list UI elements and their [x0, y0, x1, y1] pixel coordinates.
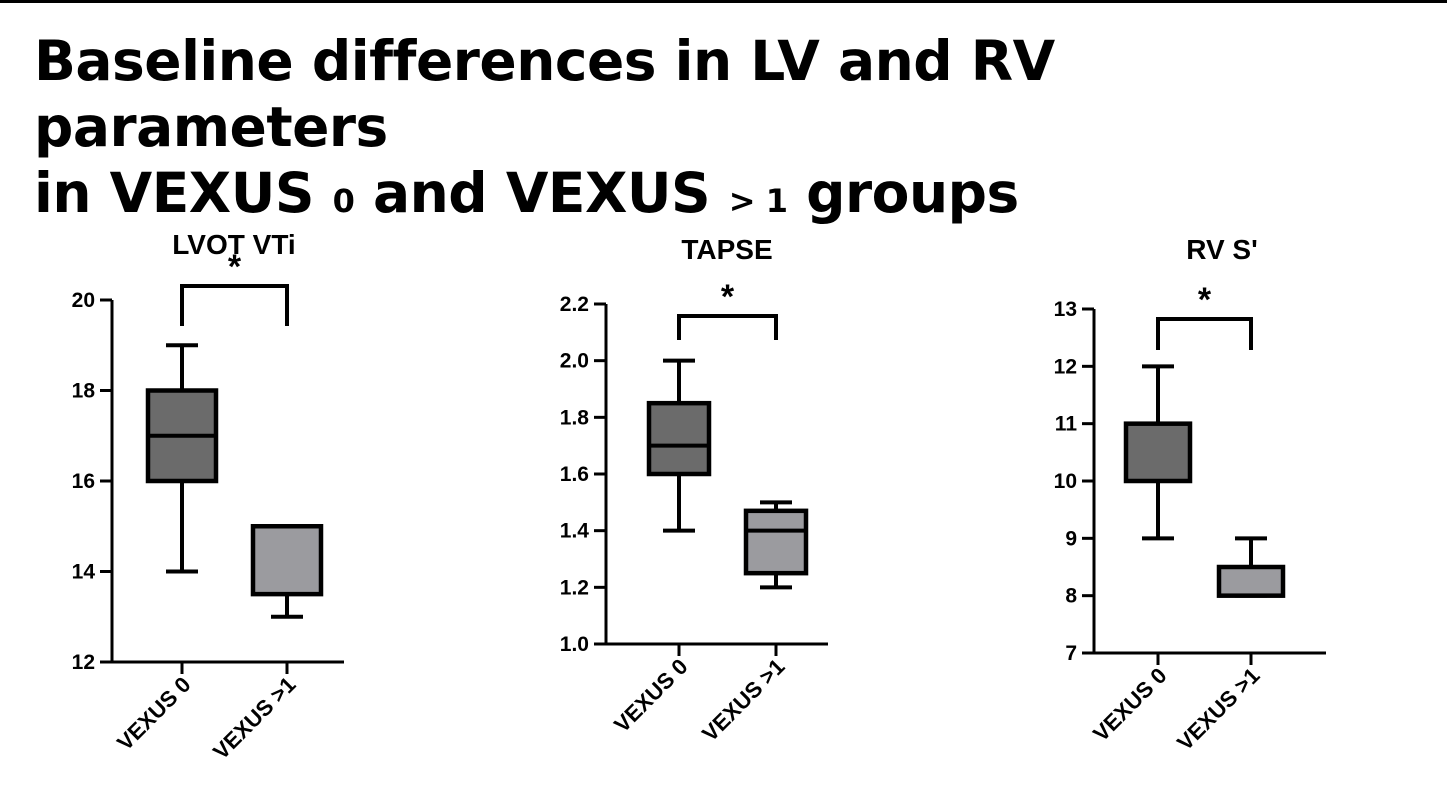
significance-bracket [180, 284, 289, 326]
iqr-box [743, 508, 809, 576]
x-tick-label: VEXUS >1 [1172, 663, 1264, 755]
slide-title-line2-c: groups [787, 161, 1019, 225]
box-vexus-gt1 [1216, 536, 1286, 598]
iqr-box [250, 524, 324, 597]
y-tick-label: 1.8 [560, 406, 590, 429]
chart-title: TAPSE [681, 234, 772, 265]
y-tick-label: 1.6 [560, 463, 589, 486]
slide-title-sub2: > 1 [728, 182, 788, 220]
x-tick-label: VEXUS 0 [1088, 663, 1171, 746]
y-tick-label: 12 [1054, 355, 1077, 378]
chart-panel-2: TAPSE 1.0 1.2 1.4 1.6 1.8 2.0 2.2 VEXUS 0 VEXUS >… [560, 234, 828, 746]
slide-title-line1: Baseline differences in LV and RV parame… [34, 29, 1055, 159]
slide-title-line2-a: in VEXUS [34, 161, 333, 225]
chart-panel-3: RV S' 7 8 9 10 11 12 13 VEXUS 0 VEXUS >1 * [1054, 234, 1326, 755]
slide-title-sub1: 0 [332, 182, 355, 220]
y-tick-label: 8 [1065, 585, 1077, 608]
significance-star: * [721, 278, 735, 316]
y-tick-label: 16 [72, 470, 95, 493]
box-vexus-0 [1123, 364, 1193, 541]
y-tick-label: 1.2 [560, 576, 589, 599]
slide-title: Baseline differences in LV and RV parame… [34, 28, 1414, 234]
x-tick-label: VEXUS >1 [208, 672, 300, 764]
iqr-box [646, 400, 712, 477]
significance-bracket [677, 314, 778, 340]
iqr-box [1216, 564, 1286, 598]
y-tick-label: 11 [1055, 413, 1078, 436]
top-border [0, 0, 1447, 3]
box-vexus-gt1 [743, 500, 809, 590]
slide-title-line2-b: and VEXUS [354, 161, 729, 225]
iqr-box [1123, 421, 1193, 484]
y-tick-label: 13 [1054, 298, 1077, 321]
chart-title: LVOT VTi [172, 229, 295, 260]
significance-bracket [1156, 317, 1253, 350]
y-tick-label: 2.0 [560, 350, 589, 373]
chart-title: RV S' [1186, 234, 1258, 265]
significance-star: * [228, 248, 242, 286]
box-vexus-0 [646, 358, 712, 533]
y-tick-label: 20 [72, 289, 95, 312]
x-tick-label: VEXUS 0 [112, 672, 195, 755]
y-tick-label: 2.2 [560, 293, 589, 316]
chart-panel-1: LVOT VTi 12 14 16 18 20 VEXUS 0 VEXUS >1 * [72, 229, 344, 764]
y-tick-label: 14 [72, 561, 96, 584]
y-tick-label: 10 [1054, 470, 1077, 493]
box-vexus-0 [145, 343, 219, 574]
y-tick-label: 1.4 [560, 520, 590, 543]
x-tick-label: VEXUS 0 [609, 654, 692, 737]
y-tick-label: 18 [72, 380, 96, 403]
x-tick-label: VEXUS >1 [697, 654, 789, 746]
y-tick-label: 9 [1065, 527, 1077, 550]
significance-star: * [1198, 281, 1212, 319]
y-tick-label: 12 [72, 651, 95, 674]
y-tick-label: 7 [1065, 642, 1077, 665]
y-tick-label: 1.0 [560, 633, 589, 656]
box-vexus-gt1 [250, 524, 324, 619]
